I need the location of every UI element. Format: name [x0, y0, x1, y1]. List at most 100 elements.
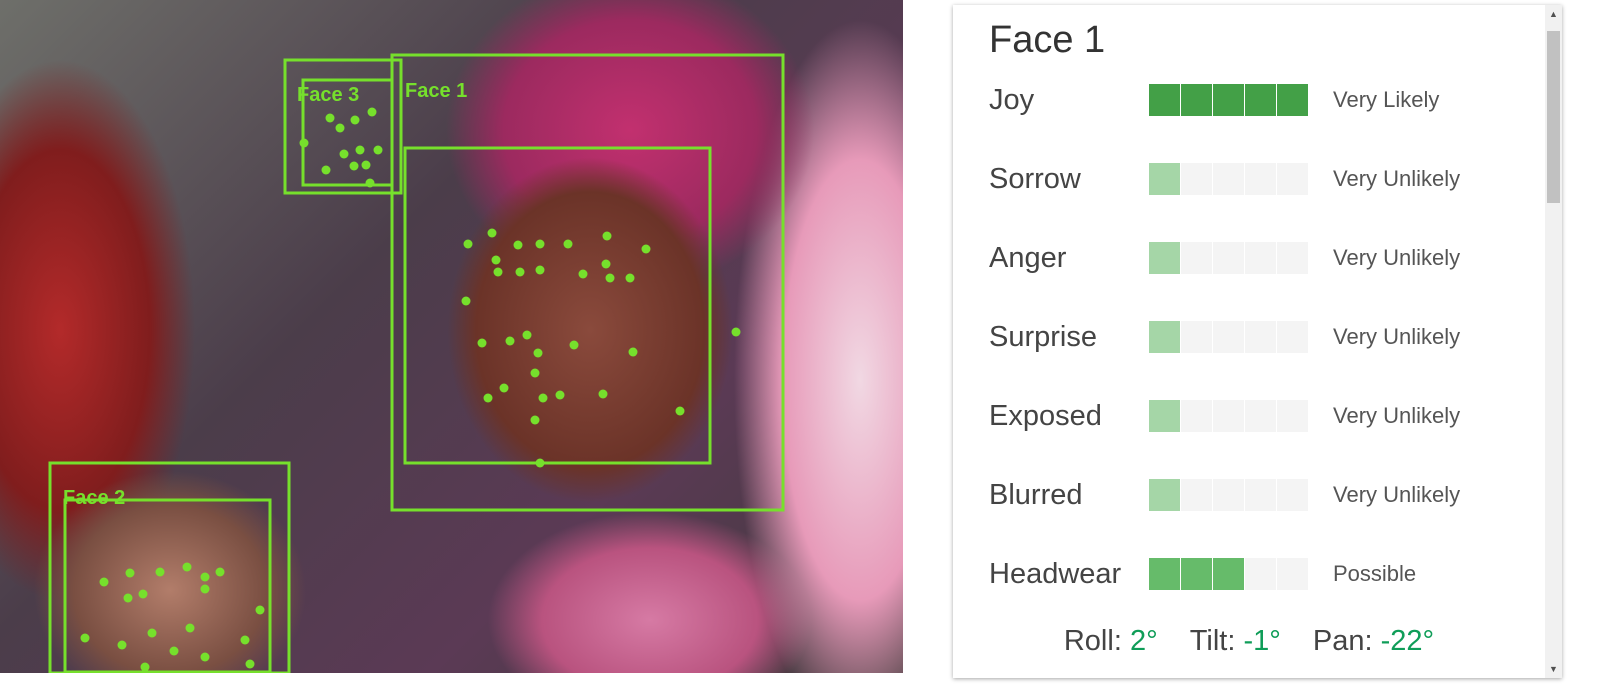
face-overlay: Face 1 Face 2 Face 3 — [48, 53, 785, 673]
likelihood-segment — [1245, 558, 1276, 590]
likelihood-bar — [1149, 400, 1308, 432]
likelihood-segment — [1277, 321, 1308, 353]
likelihood-bar — [1149, 558, 1308, 590]
landmark-dot — [240, 635, 250, 645]
landmark-dot — [515, 267, 525, 277]
landmark-dot — [215, 567, 225, 577]
attribute-row-blurred: Blurred Very Unlikely — [989, 479, 1489, 511]
likelihood-bar — [1149, 321, 1308, 353]
landmark-dot — [321, 165, 331, 175]
tilt-value: -1° — [1243, 625, 1281, 657]
likelihood-segment — [1213, 163, 1244, 195]
attribute-label: Exposed — [989, 400, 1102, 432]
landmark-dot — [641, 244, 651, 254]
landmark-dot — [535, 458, 545, 468]
landmark-dot — [535, 265, 545, 275]
likelihood-value: Very Likely — [1333, 87, 1440, 112]
pan-value: -22° — [1380, 625, 1435, 657]
face-2-label: Face 2 — [63, 487, 125, 509]
landmark-dot — [299, 138, 309, 148]
landmark-dot — [155, 567, 165, 577]
likelihood-segment — [1181, 84, 1212, 116]
attribute-row-surprise: Surprise Very Unlikely — [989, 321, 1489, 353]
landmark-dot — [533, 348, 543, 358]
landmark-dot — [463, 239, 473, 249]
landmark-dot — [80, 633, 90, 643]
landmark-dot — [355, 145, 365, 155]
likelihood-segment — [1277, 558, 1308, 590]
analyzed-photo: Face 1 Face 2 Face 3 — [0, 0, 903, 673]
face-3-outer-box — [283, 58, 403, 195]
likelihood-bar — [1149, 84, 1308, 116]
likelihood-segment — [1245, 321, 1276, 353]
likelihood-value: Very Unlikely — [1333, 482, 1461, 507]
likelihood-segment — [1277, 400, 1308, 432]
likelihood-segment — [1277, 242, 1308, 274]
likelihood-segment — [1277, 479, 1308, 511]
landmark-dot — [461, 296, 471, 306]
landmark-dot — [182, 562, 192, 572]
landmark-dot — [138, 589, 148, 599]
likelihood-value: Very Unlikely — [1333, 245, 1461, 270]
likelihood-value: Very Unlikely — [1333, 324, 1461, 349]
likelihood-segment — [1181, 558, 1212, 590]
landmark-dot — [200, 584, 210, 594]
landmark-dot — [487, 228, 497, 238]
scrollbar[interactable]: ▲ ▼ — [1545, 5, 1562, 678]
landmark-dot — [365, 178, 375, 188]
landmark-dot — [361, 160, 371, 170]
attribute-row-headwear: Headwear Possible — [989, 558, 1489, 590]
landmark-dot — [578, 269, 588, 279]
likelihood-segment — [1277, 163, 1308, 195]
likelihood-segment — [1181, 242, 1212, 274]
scroll-down-icon[interactable]: ▼ — [1549, 664, 1558, 674]
landmark-dot — [493, 267, 503, 277]
landmark-dot — [625, 273, 635, 283]
likelihood-value: Very Unlikely — [1333, 166, 1461, 191]
landmark-dot — [245, 659, 255, 669]
landmark-dot — [605, 273, 615, 283]
landmark-dot — [491, 255, 501, 265]
likelihood-segment — [1149, 321, 1180, 353]
landmark-dot — [200, 652, 210, 662]
landmark-dot — [350, 115, 360, 125]
likelihood-segment — [1181, 321, 1212, 353]
landmark-dot — [602, 231, 612, 241]
landmark-dot — [367, 107, 377, 117]
landmark-dot — [477, 338, 487, 348]
face-3-inner-box — [301, 78, 394, 187]
landmark-dot — [169, 646, 179, 656]
landmark-dot — [147, 628, 157, 638]
scroll-up-icon[interactable]: ▲ — [1549, 9, 1558, 19]
likelihood-segment — [1149, 479, 1180, 511]
likelihood-segment — [1213, 400, 1244, 432]
landmark-dot — [117, 640, 127, 650]
pan-label: Pan: — [1312, 625, 1373, 657]
landmark-dot — [325, 113, 335, 123]
landmark-dot — [255, 605, 265, 615]
landmark-dot — [125, 568, 135, 578]
scrollbar-thumb[interactable] — [1547, 31, 1560, 203]
landmark-dot — [99, 577, 109, 587]
landmark-dot — [628, 347, 638, 357]
landmark-dot — [598, 389, 608, 399]
attribute-row-exposed: Exposed Very Unlikely — [989, 400, 1489, 432]
likelihood-segment — [1245, 242, 1276, 274]
face-details-panel[interactable]: Face 1 Joy Very Likely Sorrow Very Unlike… — [953, 5, 1562, 678]
likelihood-segment — [1149, 400, 1180, 432]
landmark-dot — [499, 383, 509, 393]
likelihood-bar — [1149, 163, 1308, 195]
landmark-dot — [200, 572, 210, 582]
tilt-label: Tilt: — [1189, 625, 1236, 657]
likelihood-segment — [1149, 558, 1180, 590]
landmark-dot — [555, 390, 565, 400]
landmark-dot — [675, 406, 685, 416]
landmark-dot — [569, 340, 579, 350]
likelihood-segment — [1149, 84, 1180, 116]
likelihood-segment — [1149, 242, 1180, 274]
landmark-dot — [530, 368, 540, 378]
likelihood-segment — [1181, 479, 1212, 511]
attribute-label: Headwear — [989, 558, 1122, 590]
face-3-label: Face 3 — [297, 84, 359, 106]
landmark-dot — [522, 330, 532, 340]
